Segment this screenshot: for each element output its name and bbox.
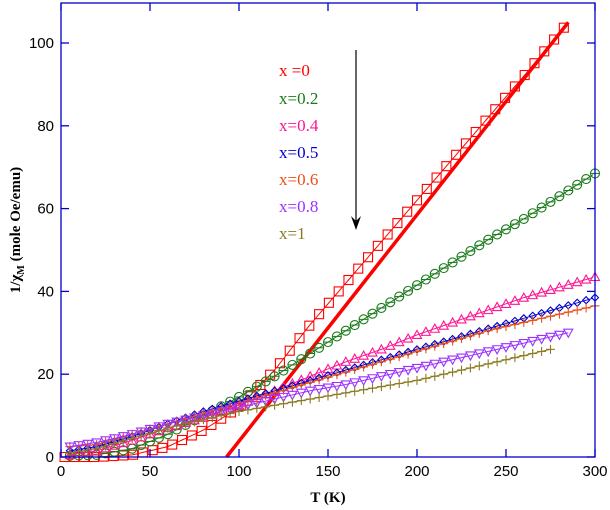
y-axis-title-sub: M (16, 265, 27, 275)
legend-item-2: x=0.4 (279, 116, 319, 135)
y-tick-label: 0 (46, 449, 54, 466)
arrow-down-icon (351, 50, 361, 230)
axis-ticks (60, 3, 596, 458)
x-tick-label: 0 (57, 463, 65, 480)
y-axis-title-units: (mole Oe/emu) (8, 167, 24, 265)
tick-labels: 0 50 100 150 200 250 300 0 20 40 60 80 100 (29, 35, 608, 480)
legend-item-3: x=0.5 (279, 143, 318, 162)
x-tick-label: 150 (315, 463, 340, 480)
x-tick-label: 250 (493, 463, 518, 480)
legend: x =0 x=0.2 x=0.4 x=0.5 x=0.6 x=0.8 x=1 (279, 61, 319, 243)
x-tick-label: 50 (142, 463, 159, 480)
series-x0.8 (64, 328, 574, 453)
x-tick-label: 200 (404, 463, 429, 480)
plot-frame (60, 2, 596, 458)
series-x0.2 (64, 168, 601, 461)
x-tick-label: 100 (226, 463, 251, 480)
legend-item-5: x=0.8 (279, 197, 318, 216)
y-axis-title-main: 1/χ (8, 274, 24, 294)
y-tick-label: 100 (29, 35, 54, 52)
x-tick-label: 300 (582, 463, 607, 480)
y-tick-label: 80 (37, 118, 54, 135)
legend-item-1: x=0.2 (279, 89, 318, 108)
plot-area (59, 21, 601, 463)
legend-item-4: x=0.6 (279, 170, 318, 189)
legend-item-0: x =0 (279, 61, 310, 80)
legend-item-6: x=1 (279, 224, 306, 243)
y-tick-label: 40 (37, 283, 54, 300)
y-tick-label: 60 (37, 201, 54, 218)
x-axis-title: T (K) (310, 490, 345, 506)
y-axis-title: 1/χM (mole Oe/emu) (8, 167, 27, 293)
series-x1 (65, 344, 555, 458)
y-tick-label: 20 (37, 366, 54, 383)
